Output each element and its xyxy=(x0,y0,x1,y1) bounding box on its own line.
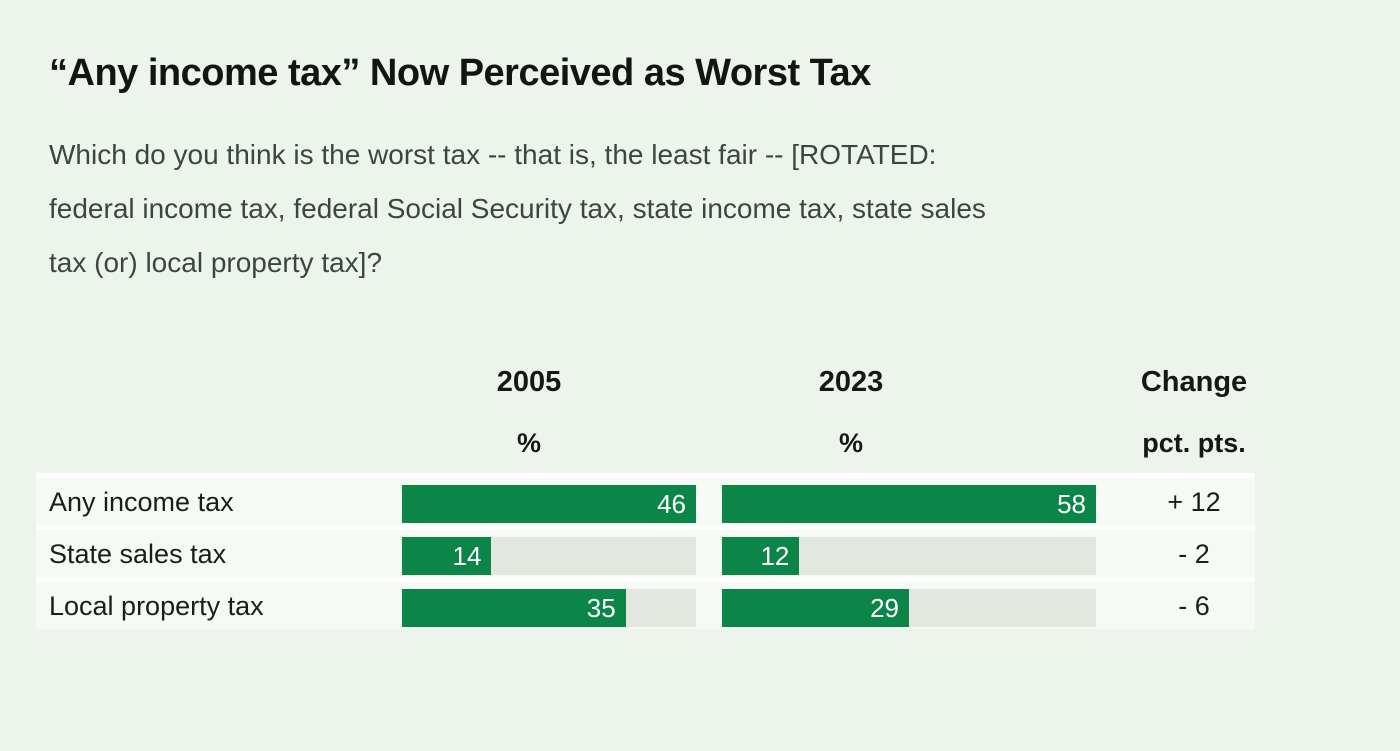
table-row-state-sales-tax: State sales tax 14 12 - 2 xyxy=(36,525,1255,577)
bar-track-2005: 46 xyxy=(402,485,696,523)
column-header-2005: 2005 xyxy=(496,366,562,398)
row-label: Any income tax xyxy=(49,487,234,517)
bar-value: 58 xyxy=(1057,488,1086,519)
bar-2005: 14 xyxy=(402,537,492,575)
bar-value: 46 xyxy=(657,488,686,519)
bar-track-2023: 58 xyxy=(722,485,1096,523)
bar-track-2005: 35 xyxy=(402,589,696,627)
bar-value: 14 xyxy=(452,540,482,571)
bar-value: 29 xyxy=(870,592,899,623)
bar-track-2005: 14 xyxy=(402,537,696,575)
change-value: - 2 xyxy=(1178,539,1210,569)
bar-track-2023: 12 xyxy=(722,537,1096,575)
bar-2023: 58 xyxy=(722,485,1096,523)
bar-2005: 35 xyxy=(402,589,626,627)
bar-2023: 29 xyxy=(722,589,909,627)
column-header-change: Change xyxy=(1140,366,1248,398)
survey-question: Which do you think is the worst tax -- t… xyxy=(49,128,986,290)
bar-2005: 46 xyxy=(402,485,696,523)
bar-value: 35 xyxy=(586,592,616,623)
question-line-3: tax (or) local property tax]? xyxy=(49,247,383,278)
table-row-any-income-tax: Any income tax 46 58 + 12 xyxy=(36,473,1255,525)
column-unit-2023: % xyxy=(838,428,864,458)
question-line-1: Which do you think is the worst tax -- t… xyxy=(49,139,937,170)
column-unit-change: pct. pts. xyxy=(1142,428,1246,458)
column-unit-2005: % xyxy=(516,428,542,458)
column-header-2023: 2023 xyxy=(818,366,884,398)
row-label: State sales tax xyxy=(49,539,227,569)
data-table: Any income tax 46 58 + 12 State sales ta… xyxy=(36,473,1255,629)
table-row-local-property-tax: Local property tax 35 29 - 6 xyxy=(36,577,1255,629)
question-line-2: federal income tax, federal Social Secur… xyxy=(49,193,986,224)
bar-track-2023: 29 xyxy=(722,589,1096,627)
bar-value: 12 xyxy=(760,540,790,571)
change-value: + 12 xyxy=(1167,487,1221,517)
row-label: Local property tax xyxy=(49,591,264,621)
change-value: - 6 xyxy=(1178,591,1210,621)
bar-2023: 12 xyxy=(722,537,800,575)
chart-title: “Any income tax” Now Perceived as Worst … xyxy=(49,52,871,94)
